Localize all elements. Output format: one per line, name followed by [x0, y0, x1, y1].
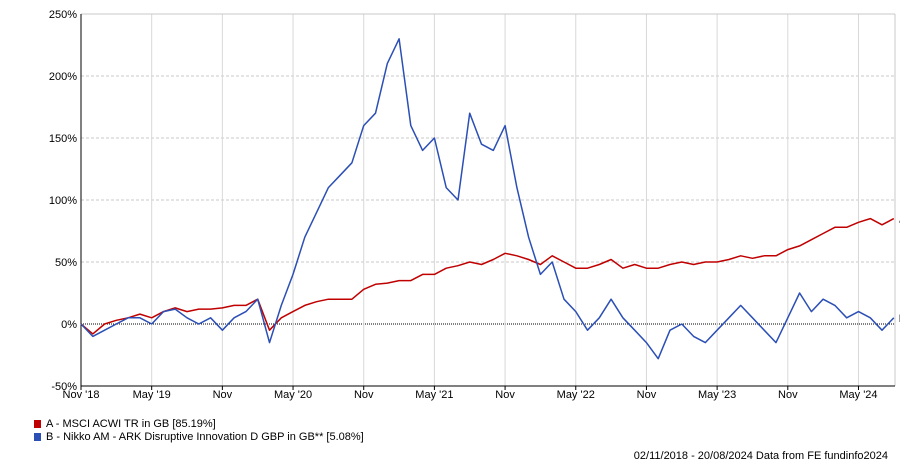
x-tick-label: May '22	[557, 389, 595, 401]
footer-source: 02/11/2018 - 20/08/2024 Data from FE fun…	[633, 450, 888, 462]
y-tick-label: 50%	[55, 257, 77, 269]
x-tick-label: Nov	[778, 389, 798, 401]
x-tick-label: May '23	[698, 389, 736, 401]
series-line-a	[80, 217, 895, 335]
x-tick-label: Nov '18	[63, 389, 100, 401]
x-tick-label: May '19	[133, 389, 171, 401]
y-tick-label: 100%	[49, 195, 77, 207]
legend-label-a: A - MSCI ACWI TR in GB [85.19%]	[46, 418, 216, 430]
legend-swatch-a	[34, 420, 41, 428]
y-tick-label: 200%	[49, 71, 77, 83]
legend-swatch-b	[34, 433, 41, 441]
x-tick-label: May '20	[274, 389, 312, 401]
legend-label-b: B - Nikko AM - ARK Disruptive Innovation…	[46, 431, 364, 443]
y-tick-label: 0%	[61, 319, 77, 331]
x-tick-label: May '21	[415, 389, 453, 401]
series-line-b	[80, 38, 895, 360]
legend-item-b: B - Nikko AM - ARK Disruptive Innovation…	[34, 431, 364, 443]
y-tick-label: 250%	[49, 9, 77, 21]
y-tick-label: 150%	[49, 133, 77, 145]
x-tick-label: Nov	[495, 389, 515, 401]
x-tick-label: Nov	[354, 389, 374, 401]
series-end-label-b: B	[899, 313, 900, 325]
legend-item-a: A - MSCI ACWI TR in GB [85.19%]	[34, 418, 216, 430]
x-tick-label: Nov	[213, 389, 233, 401]
series-end-label-a: A	[899, 214, 900, 226]
x-tick-label: May '24	[839, 389, 877, 401]
y-tick-label: -50%	[51, 381, 77, 393]
x-tick-label: Nov	[637, 389, 657, 401]
